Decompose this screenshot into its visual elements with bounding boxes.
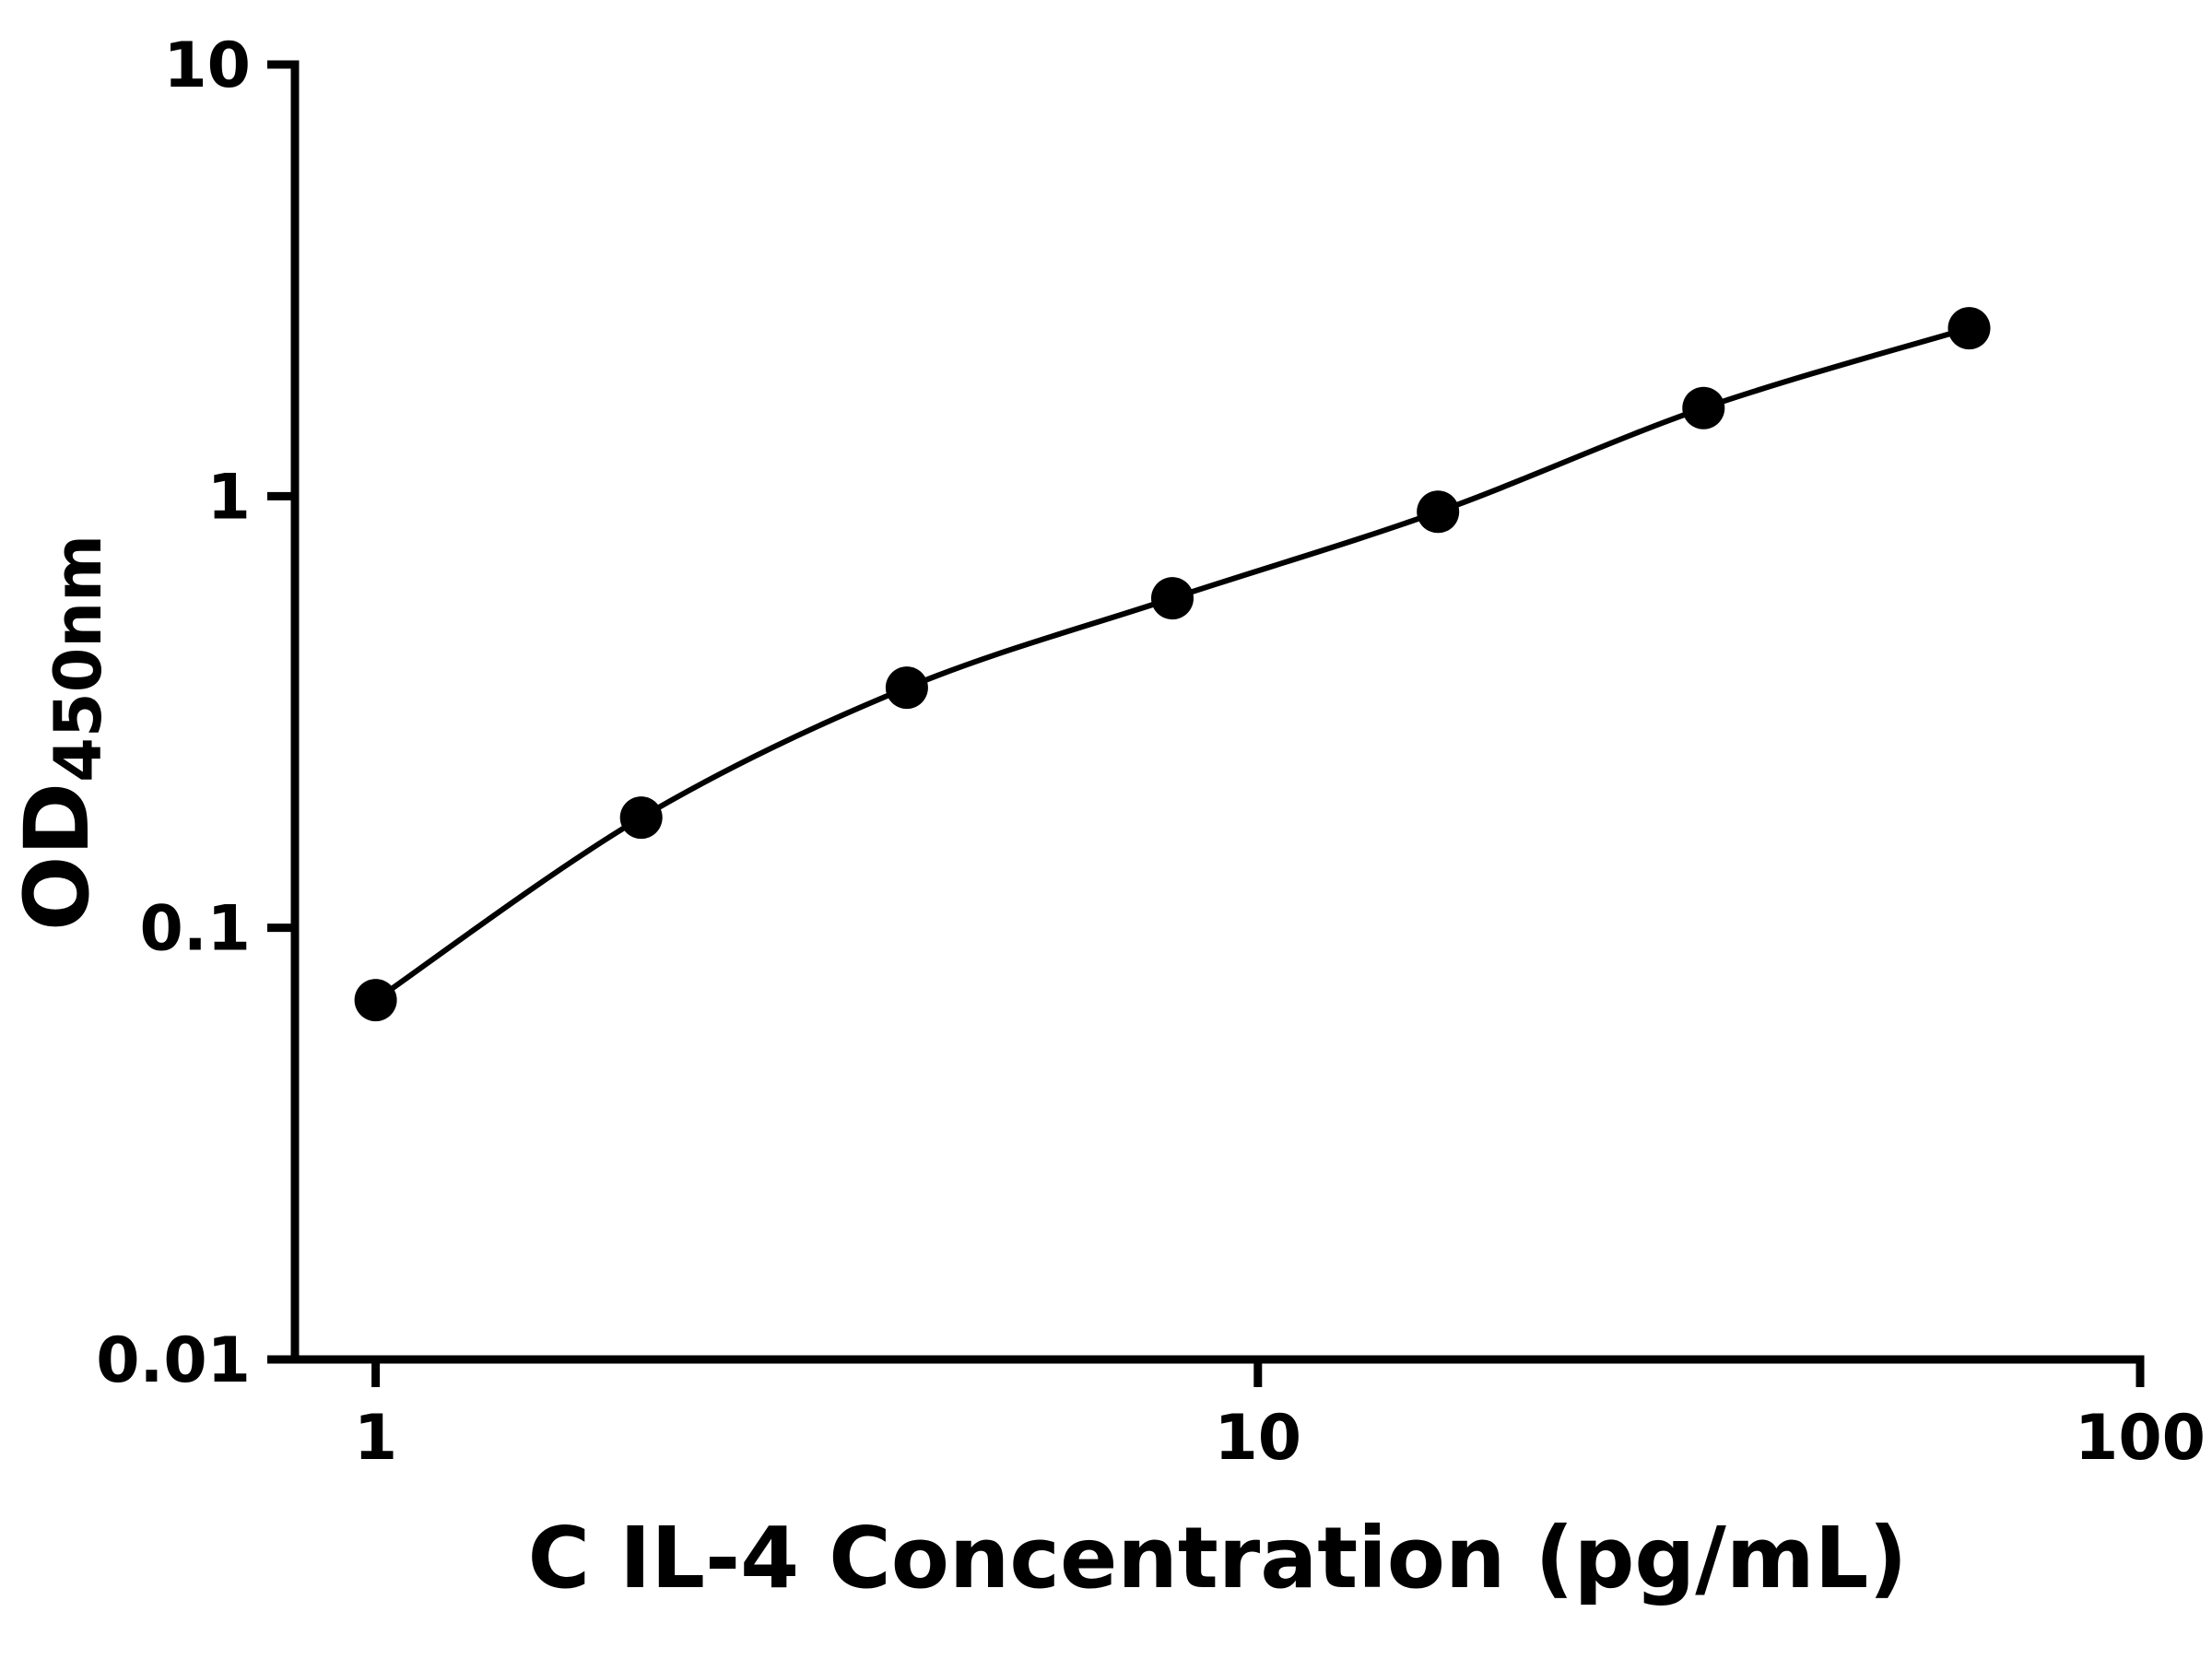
fit-curve [373, 325, 1971, 1003]
y-axis-tick-label: 0.01 [96, 1324, 251, 1397]
x-axis-tick-label: 10 [1214, 1402, 1301, 1475]
data-point [1682, 386, 1725, 429]
x-axis-tick-label: 100 [2075, 1402, 2206, 1475]
x-axis-tick-label: 1 [354, 1402, 397, 1475]
data-point [1947, 307, 1991, 350]
data-point [354, 979, 397, 1022]
x-axis-title: C IL-4 Concentration (pg/mL) [528, 1509, 1908, 1607]
data-point [1151, 577, 1194, 620]
data-point [1417, 490, 1460, 534]
data-point [619, 796, 663, 840]
data-point [885, 666, 928, 710]
y-axis-tick-label: 0.1 [140, 893, 251, 966]
axes-lines [290, 60, 2145, 1364]
y-axis-tick-label: 1 [207, 461, 251, 534]
y-axis-title: OD450nm [6, 535, 116, 931]
y-axis-tick-label: 10 [163, 29, 251, 102]
